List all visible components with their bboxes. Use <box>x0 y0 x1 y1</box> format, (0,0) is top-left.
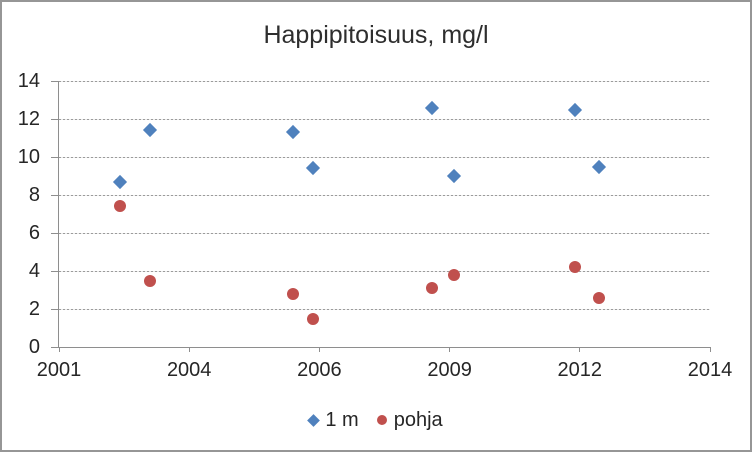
gridline <box>59 156 710 158</box>
data-point-pohja <box>113 200 126 213</box>
data-point-pohja <box>447 268 460 281</box>
y-axis-tick <box>51 308 58 310</box>
y-tick-label: 10 <box>17 146 40 168</box>
data-point-1-m <box>305 161 320 176</box>
data-point-1-m <box>592 159 607 174</box>
y-axis-tick <box>51 270 58 272</box>
legend-circle-icon <box>376 415 387 425</box>
x-axis-tick <box>318 347 320 352</box>
y-axis-tick <box>51 156 58 158</box>
y-tick-label: 8 <box>28 184 40 206</box>
gridline <box>59 308 710 310</box>
gridline <box>59 270 710 272</box>
y-tick-label: 12 <box>17 108 40 130</box>
y-tick-label: 2 <box>28 298 40 320</box>
data-point-1-m <box>112 174 127 189</box>
data-point-1-m <box>446 168 462 184</box>
x-tick-label: 2006 <box>297 359 342 381</box>
gridline <box>59 118 710 120</box>
legend: 1 m pohja <box>2 407 750 433</box>
data-point-pohja <box>569 261 582 274</box>
x-tick-label: 2009 <box>427 359 472 381</box>
legend-item-1-m: 1 m <box>307 407 359 433</box>
x-axis-tick <box>58 347 60 352</box>
y-tick-label: 6 <box>28 222 40 244</box>
gridline <box>59 80 710 82</box>
plot-area: 0 2 4 6 8 10 12 14 2001 2004 2006 2009 2012 2014 <box>18 70 733 381</box>
data-point-pohja <box>144 274 157 287</box>
gridline <box>59 232 710 234</box>
data-point-pohja <box>426 282 439 295</box>
data-point-1-m <box>143 123 158 138</box>
legend-label-1-m: 1 m <box>325 409 359 431</box>
data-point-1-m <box>568 102 583 117</box>
y-axis-tick <box>51 194 58 196</box>
x-axis-tick <box>188 347 190 352</box>
x-axis-tick <box>449 347 451 352</box>
y-axis-tick <box>51 118 58 120</box>
data-point-pohja <box>593 291 606 304</box>
y-axis-tick <box>51 346 58 348</box>
chart-title: Happipitoisuus, mg/l <box>263 21 489 49</box>
legend-item-pohja: pohja <box>376 407 443 433</box>
legend-diamond-icon <box>307 413 321 427</box>
y-tick-label: 14 <box>17 70 40 92</box>
data-point-pohja <box>287 287 300 300</box>
x-tick-label: 2001 <box>36 359 82 381</box>
x-tick-label: 2004 <box>166 359 212 381</box>
data-point-1-m <box>425 100 440 115</box>
x-tick-label: 2012 <box>557 359 603 381</box>
y-tick-label: 0 <box>28 336 40 358</box>
data-point-pohja <box>306 312 319 325</box>
x-axis-tick <box>579 347 581 352</box>
y-axis-tick <box>51 80 58 82</box>
y-tick-label: 4 <box>28 260 40 282</box>
legend-label-pohja: pohja <box>393 409 443 431</box>
x-tick-label: 2014 <box>687 359 733 381</box>
y-axis-tick <box>51 232 58 234</box>
x-axis-tick <box>709 347 711 352</box>
gridline <box>59 194 710 196</box>
data-point-1-m <box>286 125 301 140</box>
